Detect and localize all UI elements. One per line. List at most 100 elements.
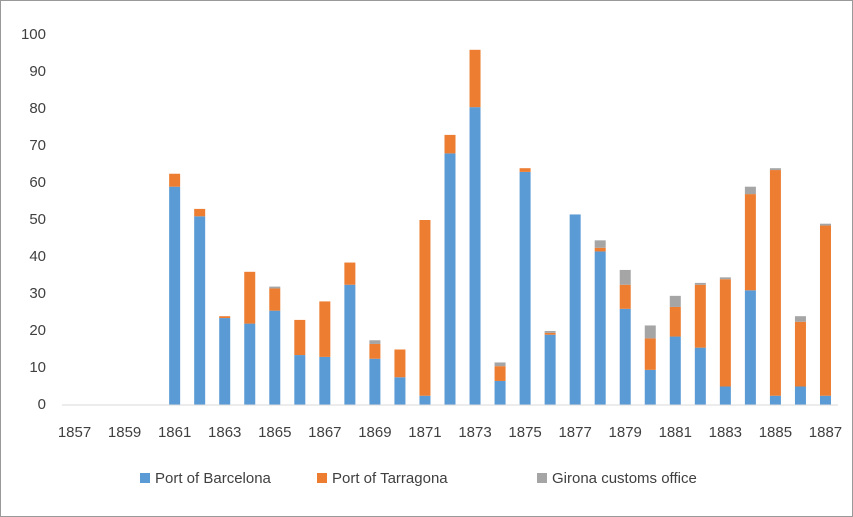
bar-segment — [594, 251, 606, 405]
bar-segment — [794, 321, 806, 387]
bar-segment — [719, 277, 731, 280]
bar-segment — [644, 325, 656, 339]
bar-segment — [319, 301, 331, 357]
x-tick-label: 1869 — [358, 424, 391, 441]
bar-segment — [419, 395, 431, 405]
bar-segment — [469, 49, 481, 108]
bar-segment — [394, 377, 406, 405]
bar-segment — [569, 214, 581, 405]
bar-segment — [744, 290, 756, 405]
bar-segment — [719, 279, 731, 387]
bar-segment — [719, 386, 731, 405]
bar-segment — [669, 336, 681, 405]
bar-segment — [169, 173, 181, 187]
legend-swatch — [140, 473, 150, 483]
bar-segment — [169, 186, 181, 405]
y-tick-label: 30 — [29, 285, 46, 302]
bar-segment — [494, 366, 506, 381]
legend-label: Port of Barcelona — [155, 470, 272, 487]
bar-segment — [769, 168, 781, 171]
legend-label: Girona customs office — [552, 470, 697, 487]
bar-segment — [369, 340, 381, 344]
bar-segment — [594, 240, 606, 248]
bar-segment — [619, 308, 631, 405]
bar-segment — [694, 282, 706, 285]
bar-segment — [194, 216, 206, 405]
y-tick-label: 80 — [29, 100, 46, 117]
bar-segment — [269, 286, 281, 289]
bar-segment — [444, 134, 456, 154]
y-tick-label: 10 — [29, 359, 46, 376]
x-tick-label: 1865 — [258, 424, 291, 441]
x-tick-label: 1871 — [408, 424, 441, 441]
bar-segment — [769, 395, 781, 405]
x-tick-label: 1879 — [609, 424, 642, 441]
y-tick-label: 0 — [38, 396, 46, 413]
bar-segment — [294, 319, 306, 356]
bar-segment — [544, 331, 556, 333]
bar-segment — [644, 338, 656, 370]
bar-segment — [819, 225, 831, 396]
bar-segment — [794, 386, 806, 405]
x-tick-label: 1885 — [759, 424, 792, 441]
y-tick-label: 20 — [29, 322, 46, 339]
bar-segment — [519, 168, 531, 172]
bar-segment — [644, 369, 656, 405]
x-tick-label: 1859 — [108, 424, 141, 441]
y-tick-label: 40 — [29, 248, 46, 265]
x-tick-label: 1883 — [709, 424, 742, 441]
y-tick-label: 90 — [29, 63, 46, 80]
bar-segment — [194, 208, 206, 217]
x-tick-label: 1881 — [659, 424, 692, 441]
bar-segment — [519, 171, 531, 405]
bar-segment — [669, 295, 681, 307]
x-tick-label: 1877 — [558, 424, 591, 441]
bar-segment — [394, 349, 406, 378]
bar-segment — [769, 170, 781, 396]
bar-segment — [444, 153, 456, 405]
x-tick-label: 1873 — [458, 424, 491, 441]
legend-label: Port of Tarragona — [332, 470, 448, 487]
legend-swatch — [317, 473, 327, 483]
x-tick-label: 1887 — [809, 424, 842, 441]
bar-segment — [619, 284, 631, 309]
bar-segment — [819, 223, 831, 226]
bar-segment — [744, 186, 756, 195]
bar-segment — [494, 380, 506, 405]
bar-segment — [669, 306, 681, 337]
bar-segment — [794, 316, 806, 322]
x-tick-label: 1861 — [158, 424, 191, 441]
bar-segment — [269, 310, 281, 405]
bar-segment — [294, 355, 306, 405]
bar-segment — [619, 269, 631, 285]
bar-segment — [369, 358, 381, 405]
y-tick-label: 60 — [29, 174, 46, 191]
bar-segment — [694, 347, 706, 405]
bar-segment — [594, 247, 606, 252]
bar-segment — [544, 334, 556, 405]
bar-segment — [244, 271, 256, 324]
bar-segment — [219, 318, 231, 405]
bar-segment — [494, 362, 506, 367]
bar-segment — [469, 107, 481, 406]
bar-segment — [544, 332, 556, 335]
x-tick-label: 1857 — [58, 424, 91, 441]
x-tick-label: 1867 — [308, 424, 341, 441]
bar-segment — [419, 220, 431, 396]
bar-segment — [694, 284, 706, 348]
bar-segment — [244, 323, 256, 405]
bar-segment — [219, 316, 231, 319]
bar-segment — [269, 288, 281, 311]
bar-segment — [344, 284, 356, 405]
bar-segment — [819, 395, 831, 405]
x-tick-label: 1863 — [208, 424, 241, 441]
y-tick-label: 50 — [29, 211, 46, 228]
y-tick-label: 100 — [21, 26, 46, 43]
bar-segment — [744, 194, 756, 291]
bar-segment — [319, 356, 331, 405]
bar-segment — [344, 262, 356, 285]
legend-swatch — [537, 473, 547, 483]
y-tick-label: 70 — [29, 137, 46, 154]
bar-segment — [369, 343, 381, 359]
